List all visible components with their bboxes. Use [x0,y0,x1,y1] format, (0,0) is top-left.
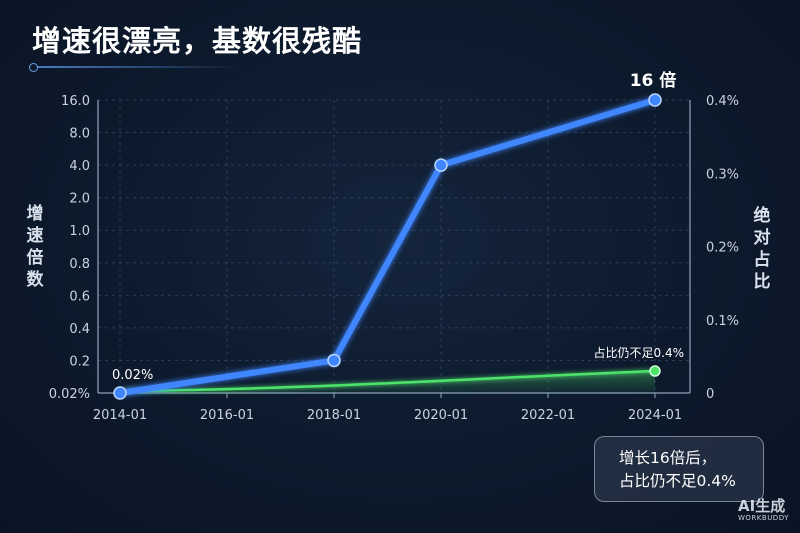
title-underline-dot [29,63,38,72]
blue-series-line [117,97,658,396]
blue-series-point [648,93,662,107]
left-tick-label: 0.02% [49,387,90,402]
x-tick-label: 2016-01 [200,408,254,423]
right-tick-label: 0.1% [706,314,739,329]
green-series-line [119,369,656,393]
left-tick-label: 0.4 [69,322,90,337]
start-value-label: 0.02% [112,368,153,383]
right-tick-label: 0 [706,387,714,402]
title-underline [30,66,240,68]
annotation-line-1: 增长16倍后， [619,449,717,467]
ai-watermark: AI生成 WORKBUDDY [738,498,789,523]
x-tick-label: 2020-01 [414,408,468,423]
watermark-main: AI生成 [738,497,786,515]
left-tick-label: 1.0 [69,224,90,239]
green-series-end-point [649,365,661,377]
left-tick-label: 2.0 [69,192,90,207]
chart-title: 增速很漂亮，基数很残酷 [32,24,363,58]
annotation-line-2: 占比仍不足0.4% [619,472,736,490]
blue-series-point [113,386,127,400]
x-tick-label: 2018-01 [307,408,361,423]
left-tick-label: 4.0 [69,159,90,174]
right-axis-label: 绝对占比 [753,206,771,292]
right-tick-label: 0.3% [706,167,739,182]
x-tick-label: 2024-01 [628,408,682,423]
watermark-sub: WORKBUDDY [738,514,789,522]
left-tick-label: 8.0 [69,127,90,142]
blue-series-point [327,353,341,368]
left-tick-label: 0.2 [69,354,90,369]
left-axis-label: 增速倍数 [26,204,44,290]
right-tick-label: 0.4% [706,94,739,109]
annotation-box: 增长16倍后， 占比仍不足0.4% [594,436,764,502]
left-tick-label: 0.6 [69,289,90,304]
green-series-area [120,371,655,393]
left-tick-label: 16.0 [61,94,90,109]
left-tick-label: 0.8 [69,257,90,272]
x-tick-label: 2022-01 [521,408,575,423]
x-tick-label: 2014-01 [93,408,147,423]
blue-series-point [434,158,448,172]
end-multiple-label: 16 倍 [630,70,677,91]
end-share-label: 占比仍不足0.4% [594,345,685,360]
right-tick-label: 0.2% [706,241,739,256]
